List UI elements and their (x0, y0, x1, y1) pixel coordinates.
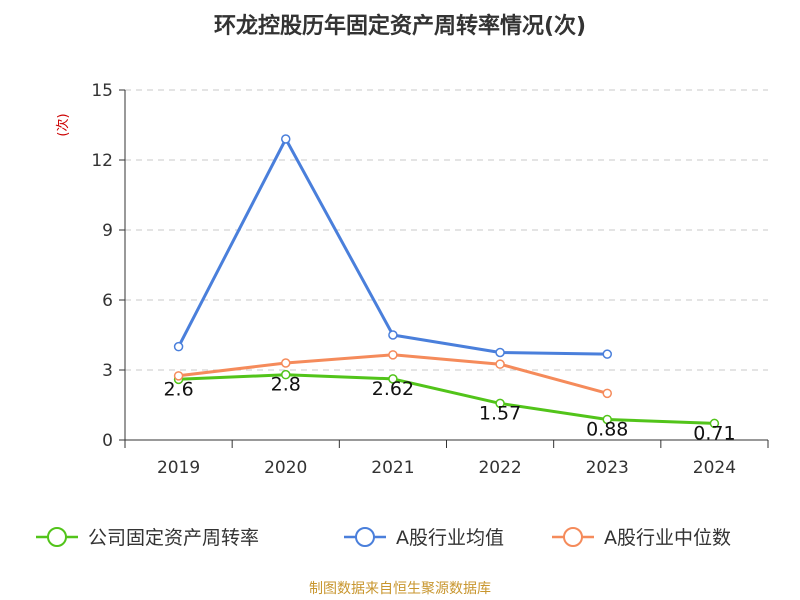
series-point-2 (173, 371, 184, 381)
series-point-1 (495, 347, 505, 358)
series-point-1 (173, 341, 184, 352)
data-label: 2.8 (271, 374, 301, 396)
data-label: 0.88 (586, 418, 628, 440)
legend-marker (355, 527, 375, 547)
legend-item-0[interactable]: 公司固定资产周转率 (36, 527, 259, 549)
legend-label: A股行业均值 (396, 527, 504, 549)
y-tick-label: 9 (102, 221, 113, 241)
series-point-0 (602, 414, 612, 425)
x-tick-label: 2019 (157, 458, 200, 478)
x-tick-label: 2020 (264, 458, 307, 478)
series-point-2 (281, 358, 291, 368)
series-point-2 (388, 350, 398, 360)
y-tick-label: 12 (91, 151, 113, 171)
data-label: 2.62 (372, 378, 414, 400)
y-unit-label: (次) (55, 113, 71, 136)
series-point-2 (495, 359, 505, 369)
series-line-0 (177, 373, 716, 425)
series-layer (173, 134, 720, 429)
data-label: 1.57 (479, 402, 521, 424)
y-tick-label: 3 (102, 361, 113, 381)
data-label-layer: 2.6 2.8 2.62 1.57 0.88 0.71 (163, 374, 735, 445)
legend-item-1[interactable]: A股行业均值 (344, 527, 504, 549)
axis-layer: (次) 0 3 6 9 12 15 2019 2020 2021 2022 2023 2024 (55, 81, 769, 478)
legend-label: 公司固定资产周转率 (88, 527, 259, 549)
y-tick-label: 15 (91, 81, 113, 101)
legend-marker (47, 527, 67, 547)
series-point-2 (602, 388, 612, 399)
x-tick-label: 2021 (371, 458, 414, 478)
x-tick-label: 2023 (586, 458, 629, 478)
series-line-1 (177, 137, 609, 356)
y-tick-label: 6 (102, 291, 113, 311)
data-label: 2.6 (163, 378, 193, 400)
x-tick-label: 2024 (693, 458, 736, 478)
series-point-0 (281, 369, 291, 380)
x-tick-label: 2022 (478, 458, 521, 478)
legend-label: A股行业中位数 (604, 527, 731, 549)
legend-item-2[interactable]: A股行业中位数 (552, 527, 731, 549)
data-label: 0.71 (693, 422, 735, 444)
legend: 公司固定资产周转率 A股行业均值 A股行业中位数 (36, 527, 731, 549)
series-point-1 (388, 330, 398, 340)
series-point-0 (709, 418, 720, 429)
series-point-1 (602, 349, 612, 359)
legend-marker (563, 527, 583, 547)
y-tick-label: 0 (102, 431, 113, 451)
series-point-1 (281, 134, 291, 144)
series-point-0 (495, 398, 505, 409)
source-note: 制图数据来自恒生聚源数据库 (309, 581, 491, 597)
grid-layer (125, 89, 768, 371)
chart-title: 环龙控股历年固定资产周转率情况(次) (213, 14, 587, 39)
series-point-0 (388, 374, 398, 384)
